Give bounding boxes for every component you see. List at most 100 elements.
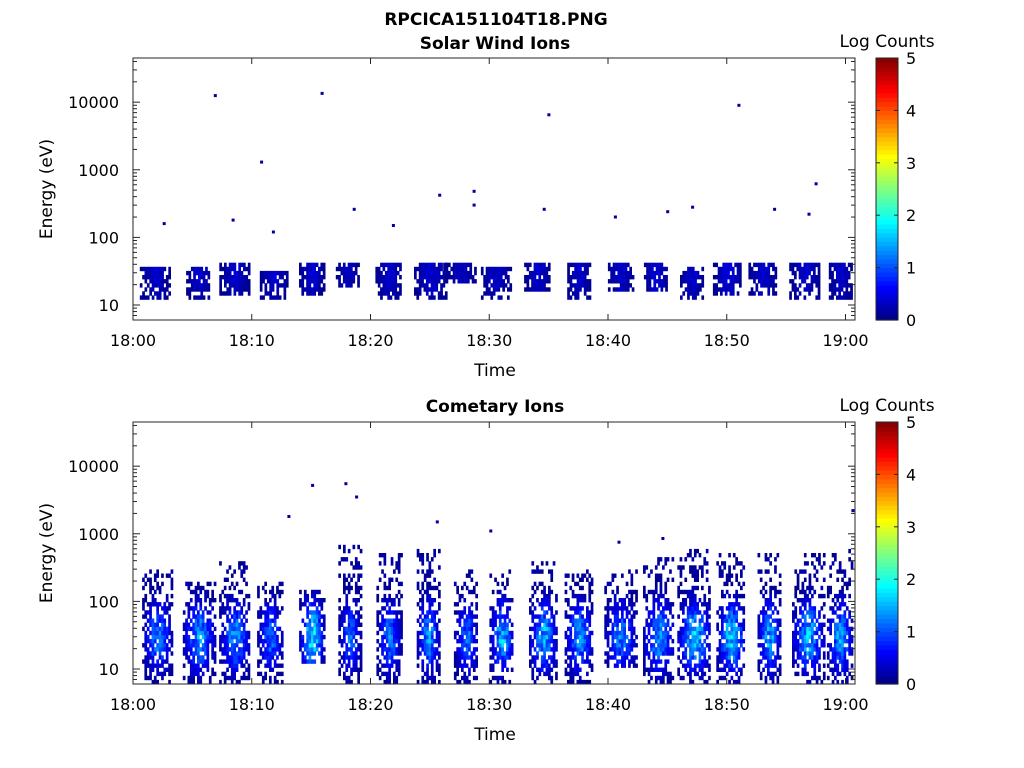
heatmap-cell	[428, 659, 432, 664]
heatmap-cell	[850, 647, 854, 652]
heatmap-cell	[199, 626, 203, 632]
heatmap-cell	[452, 279, 456, 284]
heatmap-cell	[731, 266, 735, 272]
heatmap-cell	[662, 565, 665, 570]
heatmap-cell	[616, 589, 619, 595]
heatmap-cell	[165, 593, 169, 599]
heatmap-cell	[247, 287, 251, 292]
heatmap-cell	[728, 606, 731, 611]
heatmap-cell	[735, 610, 738, 615]
heatmap-cell	[257, 643, 260, 648]
heatmap-cell	[618, 651, 622, 656]
heatmap-cell	[428, 630, 432, 636]
heatmap-cell	[652, 614, 656, 619]
heatmap-cell	[666, 598, 670, 603]
heatmap-cell	[529, 659, 532, 664]
heatmap-cell	[836, 275, 839, 280]
heatmap-cell	[836, 262, 839, 268]
heatmap-cell	[529, 647, 532, 652]
heatmap-cell	[264, 647, 267, 652]
heatmap-cell	[838, 630, 842, 636]
heatmap-cell	[739, 270, 742, 276]
heatmap-cell	[623, 626, 626, 632]
heatmap-cell	[630, 606, 634, 611]
heatmap-cell	[226, 667, 229, 672]
heatmap-cell	[757, 262, 761, 268]
heatmap-cell	[721, 573, 724, 578]
heatmap-cell	[350, 679, 353, 685]
heatmap-cell	[156, 679, 159, 685]
heatmap-cell	[264, 639, 267, 644]
heatmap-cell	[801, 655, 805, 660]
heatmap-cell	[228, 659, 232, 664]
heatmap-cell	[189, 659, 193, 664]
heatmap-cell	[762, 634, 765, 640]
heatmap-cell	[588, 639, 592, 644]
heatmap-cell	[464, 275, 468, 280]
heatmap-cell	[796, 295, 800, 300]
heatmap-cell	[400, 626, 403, 632]
heatmap-cell	[687, 279, 690, 284]
heatmap-cell	[822, 593, 826, 599]
heatmap-cell	[834, 634, 837, 640]
heatmap-cell	[219, 679, 222, 685]
heatmap-cell	[815, 262, 819, 268]
heatmap-cell	[149, 279, 152, 284]
heatmap-cell	[571, 262, 575, 268]
heatmap-cell	[727, 270, 730, 276]
heatmap-cell	[628, 663, 631, 668]
heatmap-cell	[555, 643, 558, 648]
heatmap-cell	[381, 671, 384, 677]
heatmap-cell	[778, 581, 782, 587]
heatmap-cell	[803, 622, 807, 627]
heatmap-cell	[472, 667, 476, 672]
heatmap-cell	[841, 577, 844, 582]
heatmap-cell	[698, 598, 702, 603]
heatmap-cell	[197, 598, 200, 603]
heatmap-cell	[831, 279, 834, 284]
heatmap-cell	[552, 618, 556, 623]
heatmap-cell	[340, 614, 344, 619]
heatmap-cell	[767, 266, 771, 272]
heatmap-cell	[574, 275, 577, 280]
heatmap-cell	[199, 675, 203, 681]
heatmap-cell	[144, 573, 148, 578]
heatmap-cell	[815, 557, 819, 562]
heatmap-cell	[354, 618, 358, 623]
heatmap-cell	[689, 622, 692, 627]
heatmap-cell	[501, 626, 504, 632]
heatmap-cell	[698, 647, 702, 652]
heatmap-cell	[201, 630, 205, 636]
heatmap-cell	[163, 279, 167, 284]
heatmap-cell	[259, 287, 263, 292]
heatmap-cell	[468, 647, 471, 652]
heatmap-cell	[811, 655, 814, 660]
heatmap-cell	[271, 287, 275, 292]
heatmap-cell	[662, 283, 666, 288]
heatmap-cell	[632, 602, 636, 607]
heatmap-cell	[444, 291, 448, 296]
heatmap-cell	[158, 602, 162, 607]
heatmap-cell	[630, 614, 634, 619]
heatmap-cell	[654, 626, 658, 632]
heatmap-cell	[760, 283, 763, 288]
heatmap-cell	[506, 610, 509, 615]
heatmap-cell	[299, 262, 302, 268]
heatmap-cell	[701, 283, 705, 288]
heatmap-cell	[834, 639, 837, 644]
heatmap-cell	[778, 618, 782, 623]
heatmap-cell	[703, 626, 707, 632]
heatmap-cell	[228, 598, 232, 603]
heatmap-cell	[468, 622, 471, 627]
heatmap-cell	[772, 266, 775, 272]
heatmap-cell	[569, 279, 573, 284]
heatmap-cell	[798, 291, 802, 296]
heatmap-cell	[343, 544, 346, 550]
heatmap-cell	[269, 598, 272, 603]
heatmap-cell	[543, 630, 546, 636]
heatmap-cell	[194, 667, 198, 672]
heatmap-cell	[206, 610, 210, 615]
heatmap-cell	[388, 655, 391, 660]
heatmap-cell	[684, 557, 688, 562]
heatmap-cell	[536, 675, 539, 681]
